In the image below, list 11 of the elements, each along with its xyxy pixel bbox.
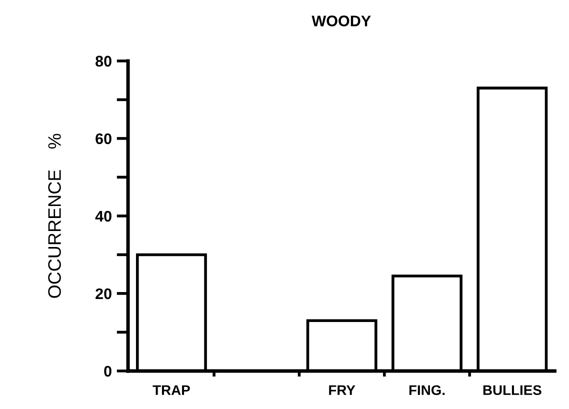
y-tick-label: 0 xyxy=(104,366,112,377)
y-tick-label: 40 xyxy=(95,210,112,222)
x-tick-label: FRY xyxy=(329,385,356,395)
x-tick-label: TRAP xyxy=(152,385,190,395)
chart-title: WOODY xyxy=(312,16,371,26)
x-tick-label: BULLIES xyxy=(483,385,542,396)
y-axis-title: OCCURRENCE % xyxy=(48,134,61,298)
y-tick-label: 20 xyxy=(96,288,112,300)
y-tick-label: 60 xyxy=(96,133,112,144)
y-tick-label: 80 xyxy=(96,56,112,67)
x-tick-label: FING. xyxy=(409,385,445,396)
